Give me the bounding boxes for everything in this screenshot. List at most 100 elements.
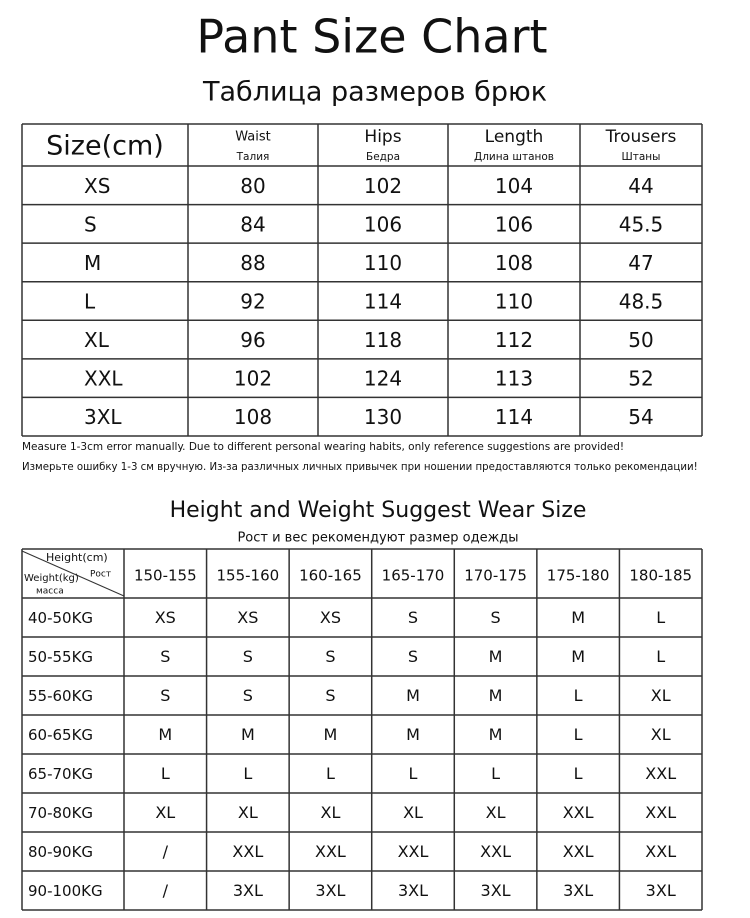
table-cell: M (489, 647, 503, 666)
corner-diagonal (21, 550, 125, 597)
table-cell: M (406, 725, 420, 744)
table-cell: 88 (240, 251, 265, 275)
table-cell: L (491, 764, 500, 783)
table-cell: 47 (628, 251, 653, 275)
table-cell: 102 (364, 174, 402, 198)
table-cell: XL (403, 803, 423, 822)
table-cell: XXL (315, 842, 346, 861)
table-cell: L (161, 764, 170, 783)
table-cell: XXL (232, 842, 263, 861)
table-cell: 106 (364, 212, 402, 236)
column-header: Hips (364, 127, 401, 147)
column-header-ru: Талия (236, 151, 270, 163)
size-label: L (84, 290, 96, 314)
table-cell: XL (651, 725, 671, 744)
corner-label: масса (36, 587, 64, 597)
table-cell: / (163, 881, 169, 900)
table-cell: XS (155, 608, 176, 627)
column-header: 150-155 (134, 567, 197, 585)
table-cell: 80 (240, 174, 265, 198)
table-cell: 96 (240, 328, 265, 352)
table-cell: S (243, 686, 253, 705)
table-cell: 108 (234, 405, 272, 429)
table-cell: M (324, 725, 338, 744)
table-cell: XL (651, 686, 671, 705)
size-label: XS (84, 174, 110, 198)
table-cell: M (571, 608, 585, 627)
column-header: Size(cm) (46, 131, 164, 162)
title: Pant Size Chart (196, 10, 547, 64)
table-cell: L (574, 725, 583, 744)
table-cell: XXL (645, 764, 676, 783)
table-cell: 110 (495, 290, 533, 314)
table-cell: S (160, 647, 170, 666)
size-label: 3XL (84, 405, 122, 429)
column-header: 170-175 (464, 567, 527, 585)
table-cell: 92 (240, 290, 265, 314)
table-cell: S (325, 686, 335, 705)
table-cell: S (160, 686, 170, 705)
table-cell: 112 (495, 328, 533, 352)
row-label: 70-80KG (28, 804, 93, 822)
table-cell: 110 (364, 251, 402, 275)
table-cell: 106 (495, 212, 533, 236)
column-header: Length (485, 127, 544, 147)
table-cell: 114 (364, 290, 402, 314)
note: Measure 1-3cm error manually. Due to dif… (22, 441, 624, 453)
subtitle: Таблица размеров брюк (202, 77, 547, 108)
row-label: 80-90KG (28, 843, 93, 861)
table-cell: 45.5 (619, 212, 664, 236)
size-label: S (84, 212, 97, 236)
row-label: 55-60KG (28, 687, 93, 705)
note: Измерьте ошибку 1-3 см вручную. Из-за ра… (22, 462, 698, 473)
table-cell: L (656, 647, 665, 666)
table-cell: 118 (364, 328, 402, 352)
corner-label: Weight(kg) (24, 573, 79, 584)
table-cell: XXL (480, 842, 511, 861)
table-cell: S (408, 647, 418, 666)
row-label: 65-70KG (28, 765, 93, 783)
section-title: Height and Weight Suggest Wear Size (170, 498, 587, 523)
table-cell: XXL (563, 803, 594, 822)
table-cell: 3XL (315, 881, 345, 900)
table-cell: XL (320, 803, 340, 822)
table-cell: M (571, 647, 585, 666)
corner-label: Рост (90, 570, 111, 580)
table-cell: XL (155, 803, 175, 822)
table-cell: 3XL (398, 881, 428, 900)
table-cell: M (489, 725, 503, 744)
table-cell: S (325, 647, 335, 666)
column-header-ru: Бедра (366, 151, 400, 163)
table-cell: S (243, 647, 253, 666)
corner-label: Height(cm) (46, 551, 108, 564)
table-cell: 113 (495, 367, 533, 391)
table-cell: 3XL (646, 881, 676, 900)
row-label: 90-100KG (28, 882, 103, 900)
table-cell: 104 (495, 174, 533, 198)
table-cell: XS (237, 608, 258, 627)
table-cell: 50 (628, 328, 653, 352)
table-cell: L (574, 686, 583, 705)
column-header: 155-160 (217, 567, 280, 585)
table-cell: XXL (563, 842, 594, 861)
table-cell: 84 (240, 212, 265, 236)
row-label: 50-55KG (28, 648, 93, 666)
column-header: Waist (235, 130, 270, 145)
table-cell: M (406, 686, 420, 705)
table-cell: 48.5 (619, 290, 664, 314)
table-cell: 130 (364, 405, 402, 429)
table-cell: L (409, 764, 418, 783)
table-cell: S (490, 608, 500, 627)
table-cell: XXL (398, 842, 429, 861)
table-cell: 54 (628, 405, 653, 429)
column-header: 175-180 (547, 567, 610, 585)
table-cell: M (158, 725, 172, 744)
table-cell: 124 (364, 367, 402, 391)
column-header: 180-185 (629, 567, 692, 585)
table-cell: XL (238, 803, 258, 822)
table-cell: S (408, 608, 418, 627)
table-cell: XL (486, 803, 506, 822)
table-cell: 108 (495, 251, 533, 275)
table-cell: L (656, 608, 665, 627)
